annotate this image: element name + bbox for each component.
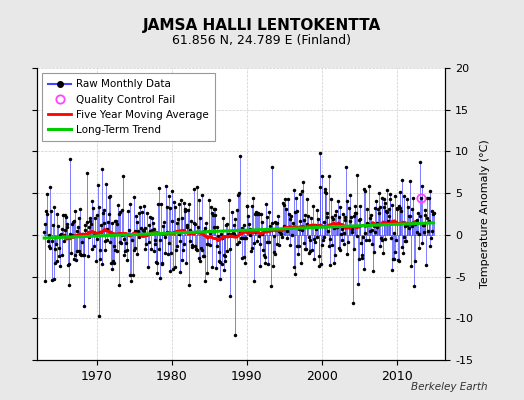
- Text: Berkeley Earth: Berkeley Earth: [411, 382, 487, 392]
- Y-axis label: Temperature Anomaly (°C): Temperature Anomaly (°C): [480, 140, 490, 288]
- Text: JAMSA HALLI LENTOKENTTA: JAMSA HALLI LENTOKENTTA: [143, 18, 381, 33]
- Legend: Raw Monthly Data, Quality Control Fail, Five Year Moving Average, Long-Term Tren: Raw Monthly Data, Quality Control Fail, …: [42, 73, 215, 141]
- Text: 61.856 N, 24.789 E (Finland): 61.856 N, 24.789 E (Finland): [172, 34, 352, 47]
